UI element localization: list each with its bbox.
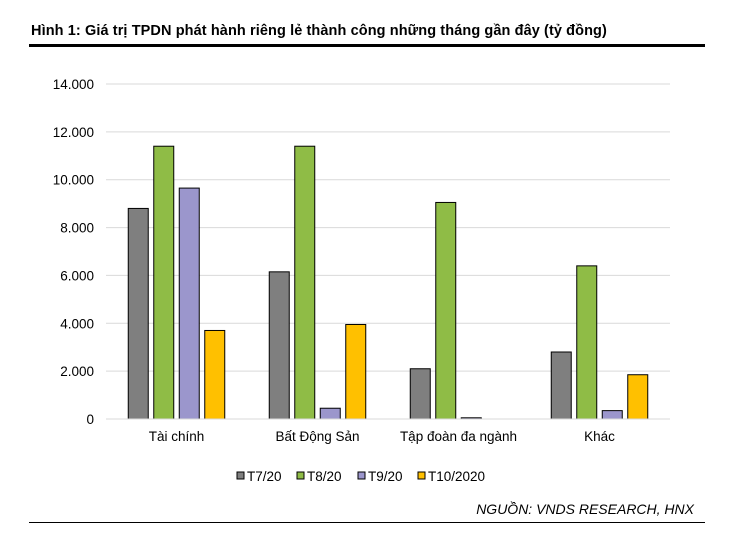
gridlines [106,83,670,372]
y-axis-ticks: 0 2.000 4.000 6.000 8.000 10.000 12.000 14.000 [53,77,94,427]
x-category-label: Tập đoàn đa ngành [400,429,517,444]
legend-label: T9/20 [368,469,403,484]
bar [435,201,457,420]
bar [127,207,149,420]
x-category-label: Khác [584,429,615,444]
y-tick-label: 12.000 [53,125,94,140]
bar [550,351,572,420]
y-tick-label: 4.000 [60,316,94,331]
source-note: NGUỒN: VNDS RESEARCH, HNX [476,501,694,517]
bar [576,265,598,420]
bars [127,145,649,420]
legend-swatch [296,471,305,480]
bar [319,407,341,420]
bar [627,374,649,420]
legend-label: T8/20 [307,469,342,484]
bar [268,271,290,420]
legend-swatch [236,471,245,480]
bar [409,368,431,420]
bar [153,145,175,420]
bar [178,187,200,420]
x-category-label: Tài chính [149,429,205,444]
legend-label: T10/2020 [428,469,485,484]
bottom-rule [29,522,705,523]
y-tick-label: 6.000 [60,268,94,283]
legend-swatch [417,471,426,480]
y-tick-label: 10.000 [53,173,94,188]
bar [294,145,316,420]
x-category-label: Bất Động Sản [275,429,359,444]
legend: T7/20 T8/20 T9/20 T10/2020 [236,469,485,484]
figure-title: Hình 1: Giá trị TPDN phát hành riêng lẻ … [31,23,607,39]
bar [345,323,367,420]
legend-swatch [357,471,366,480]
legend-label: T7/20 [247,469,282,484]
y-tick-label: 2.000 [60,364,94,379]
bar [204,329,226,420]
y-tick-label: 8.000 [60,221,94,236]
y-tick-label: 0 [86,412,94,427]
y-tick-label: 14.000 [53,77,94,92]
x-axis-categories: Tài chính Bất Động Sản Tập đoàn đa ngành Kh… [149,429,615,444]
title-rule [29,44,705,47]
bar [601,410,623,420]
